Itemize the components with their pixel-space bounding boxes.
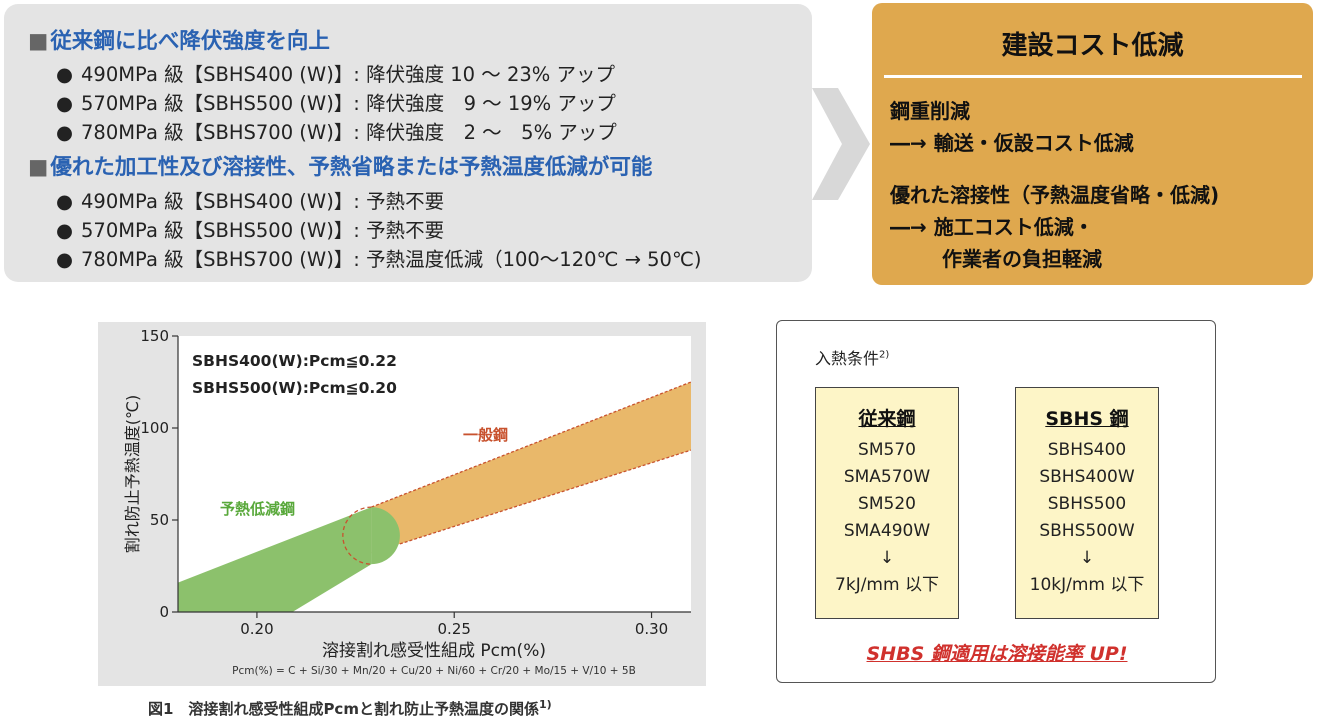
bullet-dot-icon: ● bbox=[56, 63, 74, 86]
transport-cost-reduction: ―→ 輸送・仮設コスト低減 bbox=[890, 131, 1134, 155]
bullet-item: ● 570MPa 級【SBHS500 (W)】: 予熱不要 bbox=[56, 219, 445, 242]
worker-burden-reduction: 作業者の負担軽減 bbox=[942, 247, 1102, 271]
steel-grade: SMA570W bbox=[843, 467, 931, 487]
cost-reduction-box: 建設コスト低減 鋼重削減 ―→ 輸送・仮設コスト低減 優れた溶接性（予熱温度省略… bbox=[872, 3, 1313, 285]
bullet-dot-icon: ● bbox=[56, 219, 74, 242]
band-cap-dashed bbox=[342, 506, 372, 565]
conventional-steel-heading: 従来鋼 bbox=[858, 408, 916, 430]
steel-grade: SM570 bbox=[858, 440, 916, 460]
divider bbox=[884, 75, 1302, 78]
pcm-formula: Pcm(%) = C + Si/30 + Mn/20 + Cu/20 + Ni/… bbox=[232, 665, 636, 677]
preheat-chart-panel: 0 50 100 150 0.20 0.25 0.30 一般鋼 予熱低減鋼 SBHS400(… bbox=[98, 322, 706, 686]
bullet-item: ● 780MPa 級【SBHS700 (W)】: 予熱温度低減（100～120℃ … bbox=[56, 248, 702, 271]
steel-grade: SBHS400W bbox=[1039, 467, 1135, 487]
bullet-item: ● 570MPa 級【SBHS500 (W)】: 降伏強度 9 ～ 19% アップ bbox=[56, 92, 616, 115]
right-arrow-icon bbox=[812, 88, 870, 200]
construction-cost-reduction: ―→ 施工コスト低減・ bbox=[890, 215, 1094, 239]
bullet-dot-icon: ● bbox=[56, 190, 74, 213]
bullet-item: ● 490MPa 級【SBHS400 (W)】: 予熱不要 bbox=[56, 190, 445, 213]
benefits-panel: ■従来鋼に比べ降伏強度を向上 ● 490MPa 級【SBHS400 (W)】: 降… bbox=[4, 4, 812, 282]
weldability-line: 優れた溶接性（予熱温度省略・低減) bbox=[890, 183, 1220, 207]
x-tick-label: 0.30 bbox=[635, 620, 668, 638]
bullet-dot-icon: ● bbox=[56, 248, 74, 271]
welding-efficiency-slogan: SHBS 鋼適用は溶接能率 UP! bbox=[866, 643, 1128, 665]
section-heading-weldability: ■優れた加工性及び溶接性、予熱省略または予熱温度低減が可能 bbox=[28, 155, 653, 180]
steel-weight-reduction: 鋼重削減 bbox=[890, 99, 970, 123]
section-heading-yield-strength: ■従来鋼に比べ降伏強度を向上 bbox=[28, 29, 330, 54]
general-steel-lower-edge bbox=[371, 449, 691, 554]
heading-square-icon: ■ bbox=[28, 29, 49, 54]
steel-grade: SMA490W bbox=[843, 521, 931, 541]
steel-grade: SBHS500 bbox=[1047, 494, 1127, 514]
band-cap-solid bbox=[371, 507, 400, 565]
conventional-steel-box: 従来鋼 SM570 SMA570W SM520 SMA490W ↓ 7kJ/mm… bbox=[815, 387, 959, 619]
x-axis-label: 溶接割れ感受性組成 Pcm(%) bbox=[322, 641, 546, 661]
series-label-preheat-reduced-steel: 予熱低減鋼 bbox=[220, 500, 295, 518]
bullet-item: ● 780MPa 級【SBHS700 (W)】: 降伏強度 2 ～ 5% アップ bbox=[56, 121, 617, 144]
x-tick-label: 0.20 bbox=[240, 620, 273, 638]
pcm-annotation-sbhs500: SBHS500(W):Pcm≦0.20 bbox=[192, 379, 397, 397]
sbhs-steel-box: SBHS 鋼 SBHS400 SBHS400W SBHS500 SBHS500W… bbox=[1015, 387, 1159, 619]
down-arrow-icon: ↓ bbox=[879, 548, 895, 568]
cost-reduction-title: 建設コスト低減 bbox=[1001, 31, 1184, 61]
reference-note: 2) bbox=[879, 349, 890, 361]
steel-grade: SBHS500W bbox=[1039, 521, 1135, 541]
band-preheat-reduced-steel bbox=[178, 507, 372, 612]
general-steel-upper-edge bbox=[371, 381, 691, 508]
steel-grade: SM520 bbox=[858, 494, 916, 514]
y-axis-label: 割れ防止予熱温度(℃) bbox=[123, 395, 142, 553]
y-tick-label: 150 bbox=[140, 327, 169, 345]
heading-square-icon: ■ bbox=[28, 155, 49, 180]
preheat-chart: 0 50 100 150 0.20 0.25 0.30 一般鋼 予熱低減鋼 SBHS400(… bbox=[123, 327, 691, 677]
steel-grade: SBHS400 bbox=[1047, 440, 1127, 460]
band-general-steel bbox=[371, 382, 691, 554]
bullet-item: ● 490MPa 級【SBHS400 (W)】: 降伏強度 10 ～ 23% アッ… bbox=[56, 63, 616, 86]
sbhs-steel-heading: SBHS 鋼 bbox=[1045, 408, 1129, 430]
series-label-general-steel: 一般鋼 bbox=[463, 426, 508, 444]
heat-input-panel: 入熱条件2) 従来鋼 SM570 SMA570W SM520 SMA490W ↓… bbox=[776, 320, 1216, 683]
y-tick-label: 0 bbox=[159, 603, 169, 621]
pcm-annotation-sbhs400: SBHS400(W):Pcm≦0.22 bbox=[192, 352, 397, 370]
figure-caption: 図1 溶接割れ感受性組成Pcmと割れ防止予熱温度の関係1) bbox=[148, 698, 552, 718]
x-tick-label: 0.25 bbox=[438, 620, 471, 638]
heat-input-title: 入熱条件2) bbox=[815, 349, 890, 368]
heat-input-limit: 10kJ/mm 以下 bbox=[1029, 575, 1145, 595]
heat-input-limit: 7kJ/mm 以下 bbox=[835, 575, 939, 595]
down-arrow-icon: ↓ bbox=[1079, 548, 1095, 568]
bullet-dot-icon: ● bbox=[56, 121, 74, 144]
y-tick-label: 50 bbox=[150, 511, 169, 529]
bullet-dot-icon: ● bbox=[56, 92, 74, 115]
y-tick-label: 100 bbox=[140, 419, 169, 437]
caption-reference: 1) bbox=[538, 698, 552, 711]
